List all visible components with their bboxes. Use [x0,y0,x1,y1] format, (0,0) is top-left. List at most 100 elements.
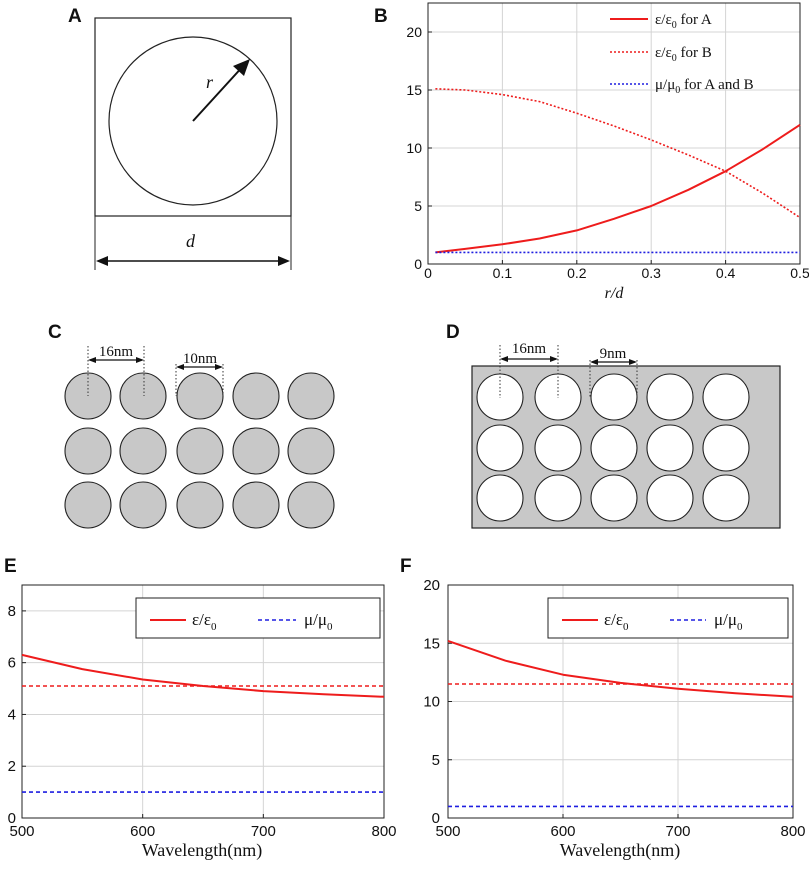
disk [64,481,112,529]
hole [534,424,582,472]
legend-b-entry-b: ε/ε0 for B [655,45,712,64]
unit-cell-circle [108,36,278,206]
y-tick-label: 15 [423,635,440,652]
unit-cell-square [94,17,292,217]
disk [119,372,167,420]
panel-d-label: D [446,322,460,343]
hole [590,474,638,522]
disk [176,481,224,529]
y-tick-label: 20 [406,24,422,40]
c-dim2-head-l [176,364,184,370]
x-tick-label: 800 [780,823,805,840]
x-tick-label: 0.2 [567,265,587,281]
x-tick-label: 0 [424,265,432,281]
plot-f-series [447,639,794,808]
legend-f-box [547,597,789,639]
y-tick-label: 10 [423,694,440,711]
y-tick-label: 2 [8,758,16,775]
y-tick-label: 4 [8,706,16,723]
x-tick-label: 500 [435,823,460,840]
disk [176,372,224,420]
disk [232,372,280,420]
c-dim1-label: 16nm [99,344,134,360]
x-tick-label: 500 [9,823,34,840]
width-label: d [186,231,196,251]
panel-e-label: E [4,556,17,577]
series-line-b-0 [435,123,801,254]
hole [646,474,694,522]
width-arrowhead-right [278,256,290,266]
disk [287,481,335,529]
panel-a: A r d [68,6,292,270]
d-dim1-head-l [500,356,508,362]
y-tick-label: 15 [406,82,422,98]
c-dim2-label: 10nm [183,351,218,367]
x-tick-label: 600 [130,823,155,840]
y-tick-label: 10 [406,140,422,156]
plot-e-series [21,653,385,793]
series-line-f-0 [447,639,794,698]
legend-b-entry-a: ε/ε0 for A [655,12,712,31]
hole [702,424,750,472]
legend-e-entry-mu: μ/μ0 [304,610,333,633]
y-tick-label: 20 [423,577,440,594]
plot-b-frame [427,2,801,265]
y-tick-label: 5 [432,752,440,769]
disk [287,372,335,420]
x-tick-label: 800 [371,823,396,840]
hole [476,424,524,472]
plot-e-legend: ε/ε0 μ/μ0 [135,597,381,639]
legend-f-entry-mu: μ/μ0 [714,610,743,633]
plot-f-ticks: 500 600 700 800 0 5 10 15 20 [423,577,805,840]
plot-e-ticks: 500 600 700 800 0 2 4 6 8 [8,603,397,840]
hole [590,373,638,421]
d-dim2-head-r [629,359,637,365]
panel-c: C 16nm 10nm [48,322,335,529]
y-tick-label: 8 [8,603,16,620]
y-tick-label: 5 [414,198,422,214]
plot-b-ticks: 0 0.1 0.2 0.3 0.4 0.5 0 5 10 15 20 [406,24,809,281]
disk [119,481,167,529]
plot-f-legend: ε/ε0 μ/μ0 [547,597,789,639]
radius-arrowhead [233,59,250,76]
disk [119,427,167,475]
plot-b-series [435,88,801,254]
legend-b-entry-mu: μ/μ0 for A and B [655,77,754,96]
panel-b: B 0 0.1 0.2 0.3 0.4 0.5 0 5 10 15 20 r/d ε/ε0 for … [374,2,809,302]
hole [476,474,524,522]
y-tick-label: 6 [8,655,16,672]
plot-f-xlabel: Wavelength(nm) [560,840,681,861]
disk-array-c [64,372,335,529]
x-tick-label: 700 [665,823,690,840]
y-tick-label: 0 [414,256,422,272]
hole [646,373,694,421]
c-dim1-head-r [136,357,144,363]
disk [176,427,224,475]
y-tick-label: 0 [8,810,16,827]
hole [702,373,750,421]
y-tick-label: 0 [432,810,440,827]
x-tick-label: 600 [550,823,575,840]
plot-b-legend: ε/ε0 for A ε/ε0 for B μ/μ0 for A and B [610,12,754,96]
d-dim1-head-r [550,356,558,362]
radius-arrow [192,63,246,122]
panel-c-label: C [48,322,62,343]
x-tick-label: 700 [251,823,276,840]
hole [590,424,638,472]
panel-f: F 500 600 700 800 0 5 10 15 20 Wavelength(nm) ε/… [400,556,806,861]
hole [646,424,694,472]
disk [232,427,280,475]
x-tick-label: 0.4 [716,265,736,281]
x-tick-label: 0.1 [493,265,513,281]
radius-label: r [206,72,214,92]
series-line-e-0 [21,653,385,698]
width-arrowhead-left [96,256,108,266]
c-dim1-head-l [88,357,96,363]
x-tick-label: 0.5 [790,265,809,281]
panel-e: E 500 600 700 800 0 2 4 6 8 Wavelength(nm) ε/ε0 … [4,556,397,861]
plot-e-frame [21,584,385,819]
hole [534,474,582,522]
legend-f-entry-eps: ε/ε0 [604,610,629,633]
disk [287,427,335,475]
